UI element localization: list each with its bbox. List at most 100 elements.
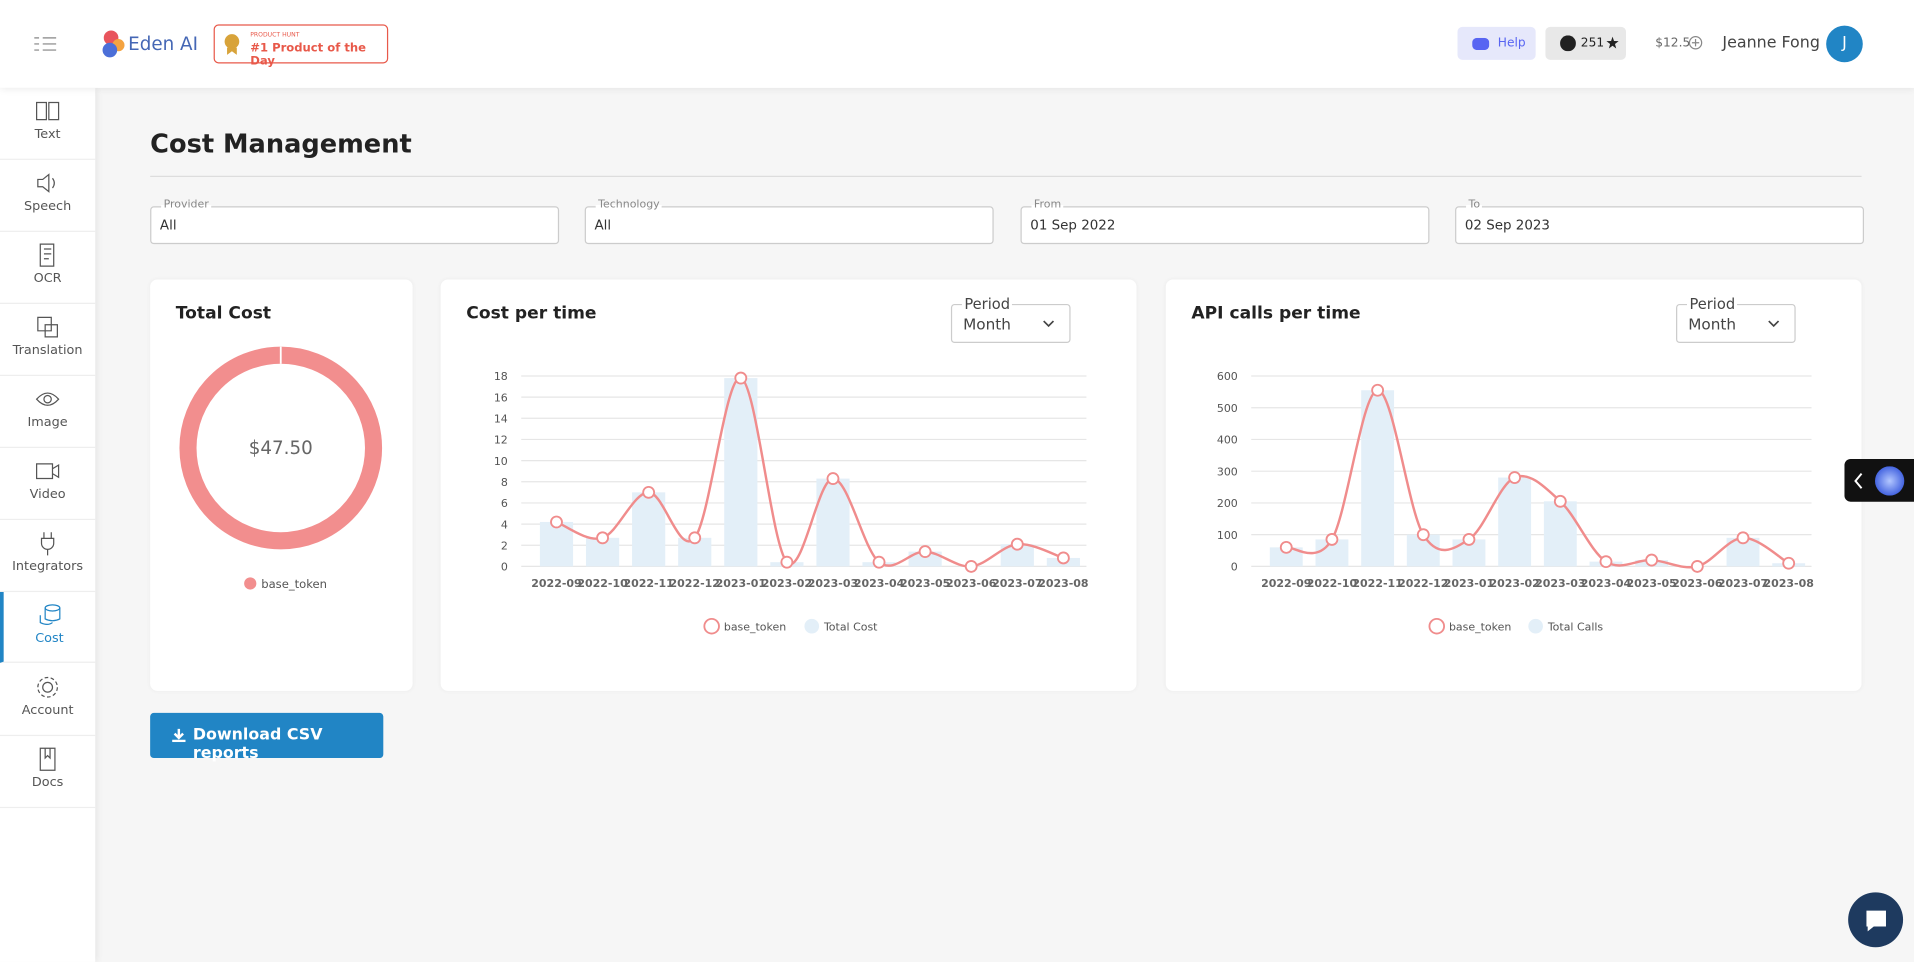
filter-value: 01 Sep 2022: [1030, 217, 1116, 234]
sidebar-item[interactable]: Speech: [0, 160, 96, 232]
bar: [1000, 544, 1034, 567]
github-button[interactable]: 251: [1545, 26, 1626, 60]
sidebar-label: Video: [29, 487, 66, 502]
y-tick-label: 2: [501, 540, 508, 553]
logo-text[interactable]: Eden AI: [128, 32, 198, 55]
x-tick-label: 2022-11: [623, 577, 673, 590]
github-stars: 251: [1580, 36, 1605, 51]
sidebar-label: Image: [27, 415, 68, 430]
x-tick-label: 2023-06: [946, 577, 997, 590]
x-tick-label: 2023-03: [808, 577, 858, 590]
filter-input[interactable]: From 01 Sep 2022: [1020, 198, 1430, 245]
sidebar-item[interactable]: Image: [0, 376, 96, 448]
line-point: [688, 531, 702, 545]
sidebar-item[interactable]: Translation: [0, 304, 96, 376]
y-tick-label: 300: [1217, 465, 1238, 478]
line-point: [1010, 537, 1024, 551]
filter-input[interactable]: Technology All: [584, 198, 994, 245]
cost-chart-card: Cost per time Period Month: [440, 279, 1137, 691]
sidebar-item[interactable]: Integrators: [0, 520, 96, 593]
legend-marker: [703, 617, 720, 635]
x-tick-label: 2023-06: [1672, 577, 1723, 590]
x-tick-label: 2023-04: [854, 577, 905, 590]
sidebar-item[interactable]: OCR: [0, 232, 96, 304]
badge-top: PRODUCT HUNT: [250, 31, 300, 40]
line-point: [964, 559, 978, 573]
sidebar-label: OCR: [33, 270, 62, 286]
x-tick-label: 2023-03: [1535, 577, 1585, 590]
x-tick-label: 2022-12: [670, 577, 720, 590]
x-tick-label: 2023-08: [1038, 577, 1088, 590]
line-point: [1553, 494, 1567, 508]
sidebar-item[interactable]: Text: [0, 88, 96, 160]
y-tick-label: 0: [501, 561, 508, 574]
assistant-tab[interactable]: [1844, 458, 1914, 502]
filter-input[interactable]: To 02 Sep 2023: [1455, 198, 1865, 245]
download-text: Download CSV reports: [192, 726, 323, 763]
filter-label: To: [1466, 198, 1483, 212]
sidebar-item[interactable]: Account: [0, 664, 96, 737]
credits: $12.5: [1655, 36, 1691, 51]
user-name[interactable]: Jeanne Fong: [1722, 34, 1820, 53]
y-tick-label: 8: [501, 476, 508, 489]
card-title: Cost per time: [466, 303, 597, 324]
sidebar-icon: [40, 532, 55, 556]
chat-button[interactable]: [1848, 892, 1904, 948]
sidebar-item[interactable]: Video: [0, 448, 96, 521]
avatar[interactable]: J: [1826, 25, 1863, 63]
sidebar-label: Docs: [31, 775, 64, 790]
y-tick-label: 14: [494, 413, 508, 426]
line-point: [918, 545, 932, 559]
divider: [150, 175, 1862, 178]
x-tick-label: 2022-12: [1398, 577, 1448, 590]
period-select[interactable]: Period Month: [950, 295, 1071, 344]
x-tick-label: 2022-09: [1261, 577, 1311, 590]
product-hunt-badge[interactable]: PRODUCT HUNT #1 Product of the Day: [213, 24, 389, 68]
sidebar-icon: [39, 243, 55, 267]
period-select[interactable]: Period Month: [1676, 295, 1796, 344]
sidebar-icon: [37, 173, 55, 193]
github-icon: [1560, 35, 1576, 52]
x-tick-label: 2022-09: [531, 577, 581, 590]
discord-icon: [1472, 37, 1490, 51]
star-icon: [1606, 36, 1619, 49]
bar: [1498, 477, 1532, 567]
sidebar-item[interactable]: Docs: [0, 736, 96, 809]
sidebar-label: Account: [21, 703, 74, 718]
x-tick-label: 2022-10: [1307, 577, 1358, 590]
legend-label: Total Calls: [1547, 620, 1604, 633]
card-title: Total Cost: [175, 303, 272, 324]
header: Eden AI PRODUCT HUNT #1 Product of the D…: [0, 0, 1914, 88]
period-value: Month: [963, 314, 1011, 334]
line-point: [1736, 531, 1750, 545]
sidebar-icon: [37, 316, 58, 338]
help-button[interactable]: Help: [1457, 26, 1536, 60]
legend-label: base_token: [261, 577, 327, 591]
sidebar-label: Cost: [35, 631, 64, 646]
sidebar-item[interactable]: Cost: [0, 592, 96, 663]
line-point: [1279, 540, 1293, 554]
line-point: [596, 531, 609, 545]
sidebar-icon: [36, 463, 60, 480]
line-point: [1325, 533, 1339, 546]
line-point: [1371, 383, 1385, 397]
x-tick-label: 2023-04: [1581, 577, 1632, 590]
y-tick-label: 4: [501, 518, 508, 531]
x-tick-label: 2023-08: [1764, 577, 1814, 590]
download-button[interactable]: Download CSV reports: [150, 712, 384, 763]
legend-label: base_token: [724, 620, 786, 633]
add-credit-icon[interactable]: [1688, 35, 1703, 50]
y-tick-label: 600: [1217, 370, 1238, 383]
x-tick-label: 2022-11: [1352, 577, 1402, 590]
line-point: [642, 485, 656, 499]
sidebar: Text Speech OCR Translation Image Video Integr…: [0, 87, 96, 962]
legend-label: Total Cost: [823, 620, 878, 633]
y-tick-label: 100: [1217, 529, 1238, 542]
line-point: [872, 555, 886, 569]
bar: [1269, 547, 1303, 567]
filter-input[interactable]: Provider All: [150, 198, 560, 245]
menu-icon[interactable]: [34, 34, 58, 54]
download-icon: [172, 728, 186, 743]
x-tick-label: 2023-01: [1444, 577, 1494, 590]
